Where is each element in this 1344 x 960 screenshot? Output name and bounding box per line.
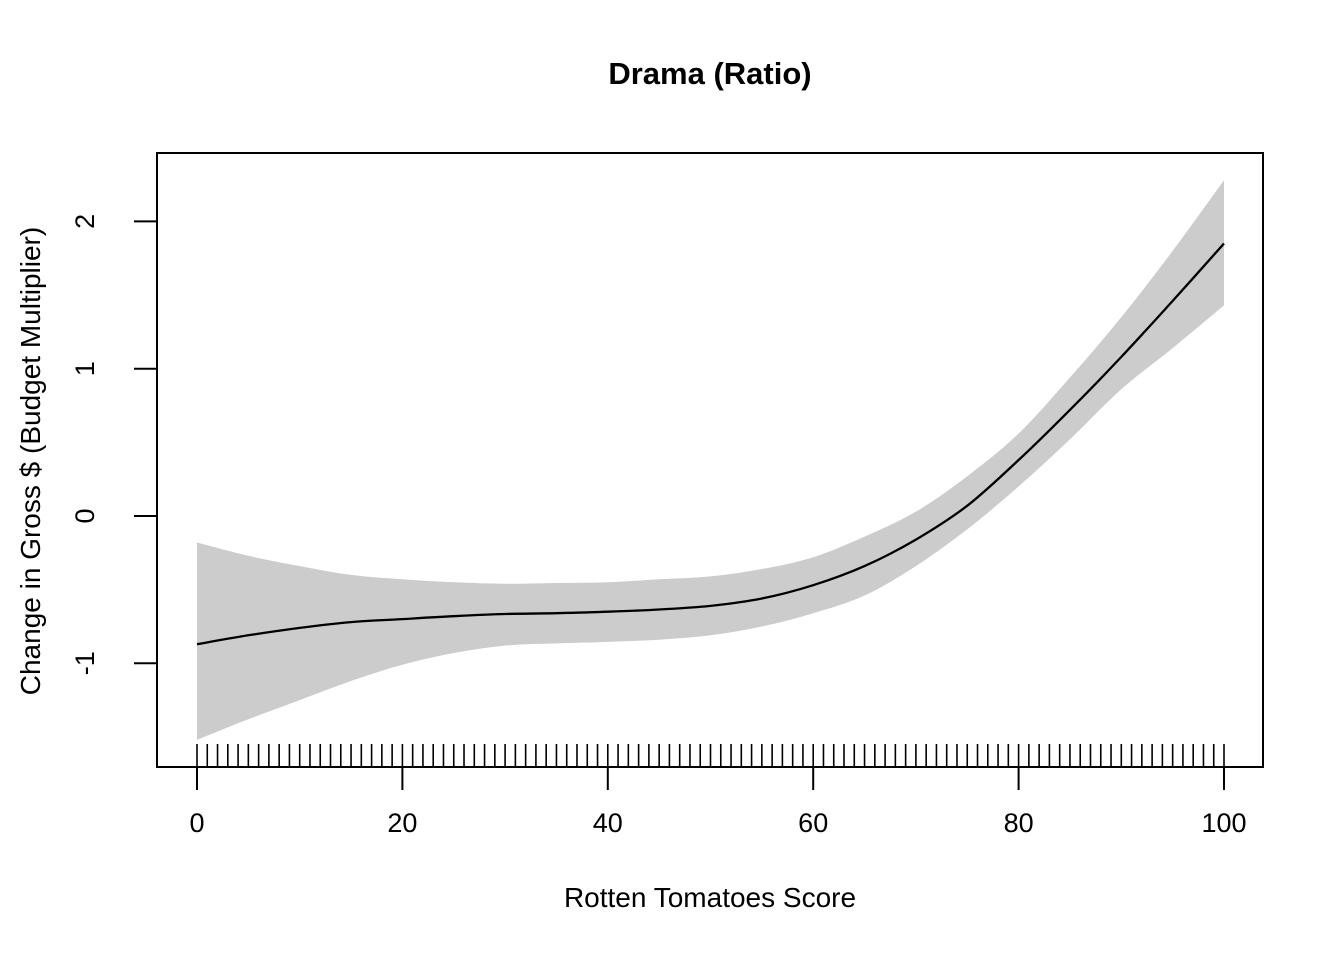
chart-title: Drama (Ratio) bbox=[608, 56, 812, 91]
plot-box bbox=[156, 152, 1264, 768]
y-axis-tick-label: 0 bbox=[70, 508, 100, 523]
smooth-fit-line bbox=[196, 242, 1225, 646]
y-axis-title: Change in Gross $ (Budget Multiplier) bbox=[15, 226, 46, 696]
x-axis-title: Rotten Tomatoes Score bbox=[563, 882, 857, 913]
x-axis-tick-label: 100 bbox=[1201, 808, 1246, 838]
x-axis-tick-label: 80 bbox=[1004, 808, 1034, 838]
x-axis-tick-label: 20 bbox=[387, 808, 417, 838]
y-axis-tick-label: -1 bbox=[70, 651, 100, 675]
y-axis-tick-label: 2 bbox=[70, 214, 100, 229]
confidence-band bbox=[197, 180, 1224, 740]
y-axis-tick-label: 1 bbox=[70, 361, 100, 376]
x-axis-tick-label: 60 bbox=[798, 808, 828, 838]
x-axis-tick-label: 40 bbox=[593, 808, 623, 838]
x-axis-tick-label: 0 bbox=[189, 808, 204, 838]
